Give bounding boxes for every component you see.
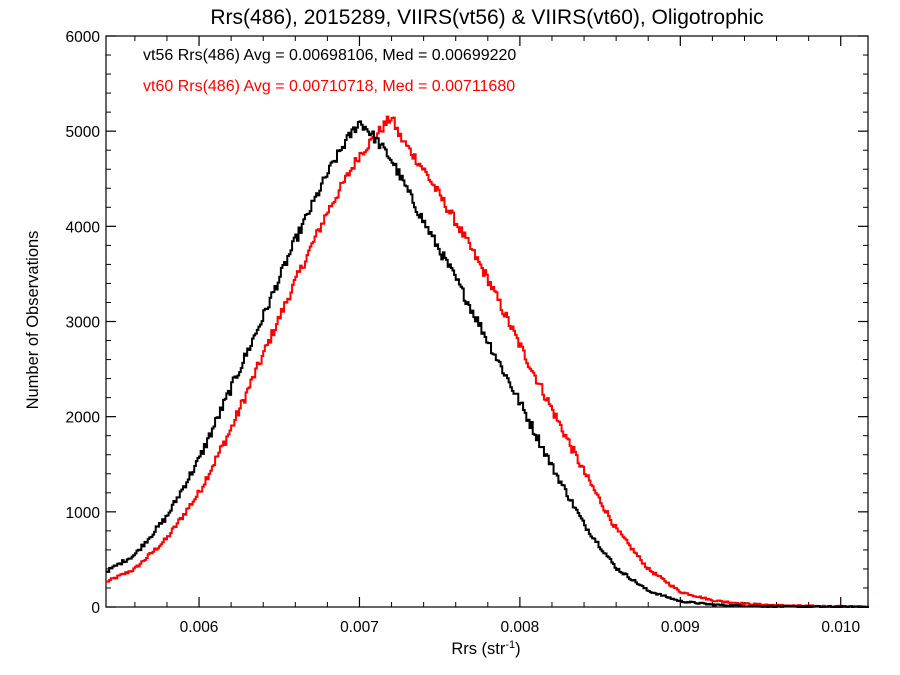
x-tick-label: 0.006 (180, 619, 219, 636)
x-tick-label: 0.008 (500, 619, 539, 636)
y-tick-label: 3000 (66, 315, 101, 332)
x-tick-label: 0.009 (661, 619, 700, 636)
y-tick-label: 2000 (66, 410, 101, 427)
chart-title: Rrs(486), 2015289, VIIRS(vt56) & VIIRS(v… (210, 6, 763, 29)
series-layer (106, 115, 869, 608)
x-axis: 0.006 0.007 0.008 0.009 0.010 (134, 36, 860, 636)
x-axis-label-main: Rrs (str (451, 640, 506, 658)
y-axis-label: Number of Observations (24, 231, 42, 410)
x-axis-label-close: ) (515, 640, 521, 658)
series-vt56-line (106, 120, 869, 608)
series-vt60-line (106, 115, 869, 608)
y-tick-label: 6000 (66, 29, 101, 46)
plot-frame (105, 35, 869, 608)
y-axis: 0 1000 2000 3000 4000 5000 6000 (66, 29, 868, 617)
vt60-stats-annotation: vt60 Rrs(486) Avg = 0.00710718, Med = 0.… (143, 78, 515, 95)
x-axis-label-sup: -1 (505, 639, 515, 651)
vt56-stats-annotation: vt56 Rrs(486) Avg = 0.00698106, Med = 0.… (143, 47, 516, 64)
x-axis-label: Rrs (str-1) (451, 639, 520, 658)
x-tick-label: 0.010 (821, 619, 860, 636)
y-tick-label: 1000 (66, 505, 101, 522)
y-tick-label: 0 (91, 600, 100, 617)
y-tick-label: 4000 (66, 219, 101, 236)
x-tick-label: 0.007 (340, 619, 379, 636)
y-tick-label: 5000 (66, 124, 101, 141)
